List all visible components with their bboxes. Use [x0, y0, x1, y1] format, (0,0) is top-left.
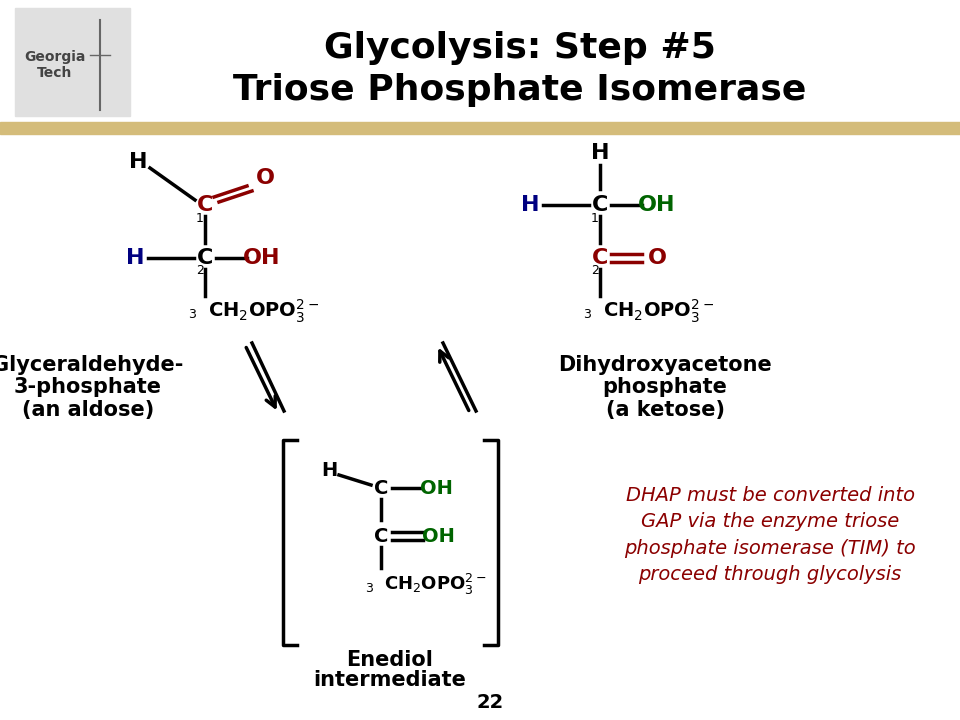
Text: Georgia
Tech: Georgia Tech: [24, 50, 85, 80]
Text: H: H: [126, 248, 144, 268]
Text: phosphate: phosphate: [603, 377, 728, 397]
Text: O: O: [255, 168, 275, 188]
Text: 1: 1: [196, 212, 204, 225]
Text: DHAP must be converted into
GAP via the enzyme triose
phosphate isomerase (TIM) : DHAP must be converted into GAP via the …: [624, 486, 916, 584]
Text: Glyceraldehyde-: Glyceraldehyde-: [0, 355, 183, 375]
Text: 3: 3: [188, 308, 196, 322]
Text: C: C: [197, 195, 213, 215]
Text: CH$_2$OPO$_3^{2-}$: CH$_2$OPO$_3^{2-}$: [603, 297, 714, 325]
Text: 3: 3: [365, 582, 372, 595]
Text: OH: OH: [243, 248, 280, 268]
Text: OH: OH: [420, 479, 452, 498]
Text: C: C: [591, 248, 609, 268]
Text: 1: 1: [591, 212, 599, 225]
Text: 2: 2: [591, 264, 599, 277]
Text: C: C: [373, 479, 388, 498]
Text: H: H: [590, 143, 610, 163]
Text: Glycolysis: Step #5: Glycolysis: Step #5: [324, 31, 716, 65]
Text: H: H: [129, 152, 147, 172]
Text: Dihydroxyacetone: Dihydroxyacetone: [558, 355, 772, 375]
Text: Triose Phosphate Isomerase: Triose Phosphate Isomerase: [233, 73, 806, 107]
Text: C: C: [197, 248, 213, 268]
Text: 3-phosphate: 3-phosphate: [14, 377, 162, 397]
Text: 2: 2: [196, 264, 204, 277]
Text: H: H: [321, 461, 337, 480]
Text: C: C: [373, 526, 388, 546]
Text: intermediate: intermediate: [314, 670, 467, 690]
Text: (a ketose): (a ketose): [606, 400, 725, 420]
Text: CH$_2$OPO$_3^{2-}$: CH$_2$OPO$_3^{2-}$: [384, 572, 487, 597]
Text: OH: OH: [421, 526, 454, 546]
Text: CH$_2$OPO$_3^{2-}$: CH$_2$OPO$_3^{2-}$: [208, 297, 319, 325]
Bar: [0, 122, 960, 134]
Text: H: H: [520, 195, 540, 215]
Text: OH: OH: [638, 195, 676, 215]
Text: 3: 3: [583, 308, 591, 322]
Text: 22: 22: [476, 693, 504, 713]
Bar: [15, 8, 130, 116]
Text: C: C: [591, 195, 609, 215]
Text: Enediol: Enediol: [347, 650, 433, 670]
Text: O: O: [647, 248, 666, 268]
Text: (an aldose): (an aldose): [22, 400, 155, 420]
